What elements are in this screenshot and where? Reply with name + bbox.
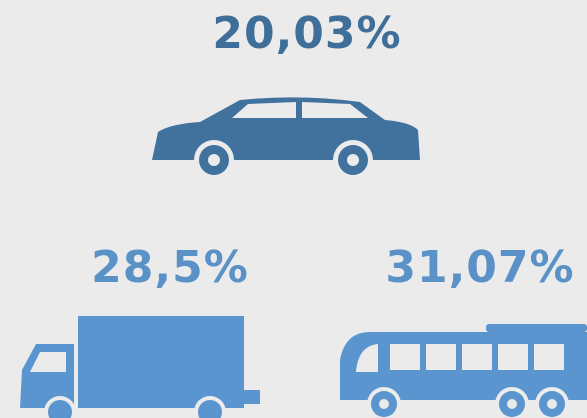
bus-icon [340,324,587,418]
bus-share: 31,07% [385,242,574,293]
truck-icon [20,316,260,418]
truck-share: 28,5% [91,242,249,293]
car-icon [152,97,420,180]
car-share: 20,03% [212,8,401,59]
